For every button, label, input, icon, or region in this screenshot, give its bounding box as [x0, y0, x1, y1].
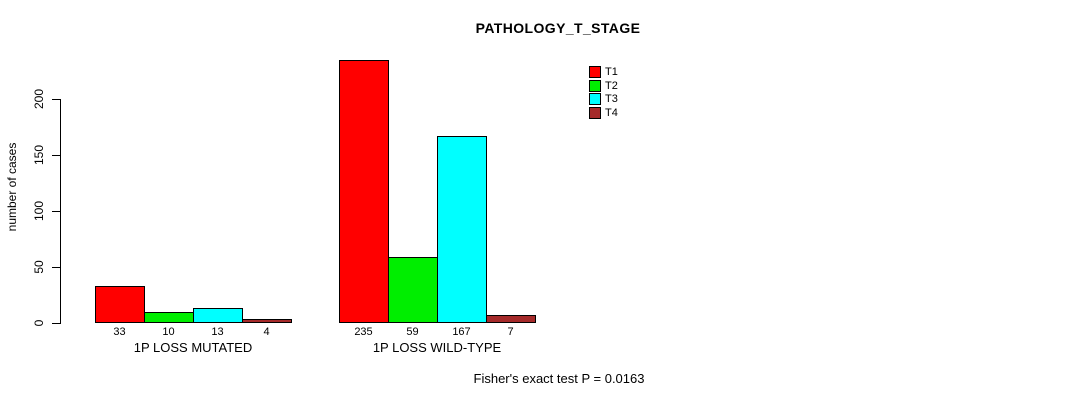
legend-item-t2: T2 [589, 80, 618, 92]
bar-1p-loss-mutated-t3 [193, 308, 243, 323]
y-tick-mark [52, 99, 60, 100]
bar-1p-loss-mutated-t2 [144, 312, 194, 323]
y-tick-mark [52, 267, 60, 268]
y-axis-line [60, 99, 61, 324]
legend-item-t1: T1 [589, 66, 618, 78]
legend-item-t4: T4 [589, 107, 618, 119]
legend-swatch-t4 [589, 107, 601, 119]
bar-1p-loss-wild-type-t3 [437, 136, 487, 323]
category-label: 1P LOSS WILD-TYPE [372, 340, 502, 355]
y-axis-title: number of cases [5, 142, 19, 232]
y-tick-mark [52, 323, 60, 324]
bar-1p-loss-mutated-t1 [95, 286, 145, 323]
bar-value-label: 13 [211, 326, 224, 338]
bar-value-label: 10 [162, 326, 175, 338]
legend-swatch-t3 [589, 93, 601, 105]
bar-value-label: 33 [113, 326, 126, 338]
legend-label: T2 [605, 80, 618, 92]
category-label: 1P LOSS MUTATED [133, 340, 253, 355]
bar-value-label: 4 [263, 326, 270, 338]
y-tick-label: 50 [32, 260, 46, 274]
bar-1p-loss-wild-type-t2 [388, 257, 438, 323]
legend-label: T3 [605, 93, 618, 105]
legend-swatch-t1 [589, 66, 601, 78]
y-tick-mark [52, 211, 60, 212]
bar-value-label: 235 [354, 326, 373, 338]
y-tick-mark [52, 155, 60, 156]
y-tick-label: 100 [32, 200, 46, 222]
chart-title: PATHOLOGY_T_STAGE [475, 20, 641, 36]
legend-label: T1 [605, 66, 618, 78]
y-tick-label: 150 [32, 144, 46, 166]
bar-value-label: 59 [406, 326, 419, 338]
legend-swatch-t2 [589, 80, 601, 92]
bar-1p-loss-wild-type-t1 [339, 60, 389, 323]
bar-1p-loss-wild-type-t4 [486, 315, 536, 323]
bar-1p-loss-mutated-t4 [242, 319, 292, 323]
bar-value-label: 167 [452, 326, 471, 338]
legend-label: T4 [605, 107, 618, 119]
y-tick-label: 0 [32, 319, 46, 327]
bar-value-label: 7 [507, 326, 514, 338]
legend-item-t3: T3 [589, 93, 618, 105]
y-tick-label: 200 [32, 88, 46, 110]
statistical-test-annotation: Fisher's exact test P = 0.0163 [473, 371, 645, 386]
